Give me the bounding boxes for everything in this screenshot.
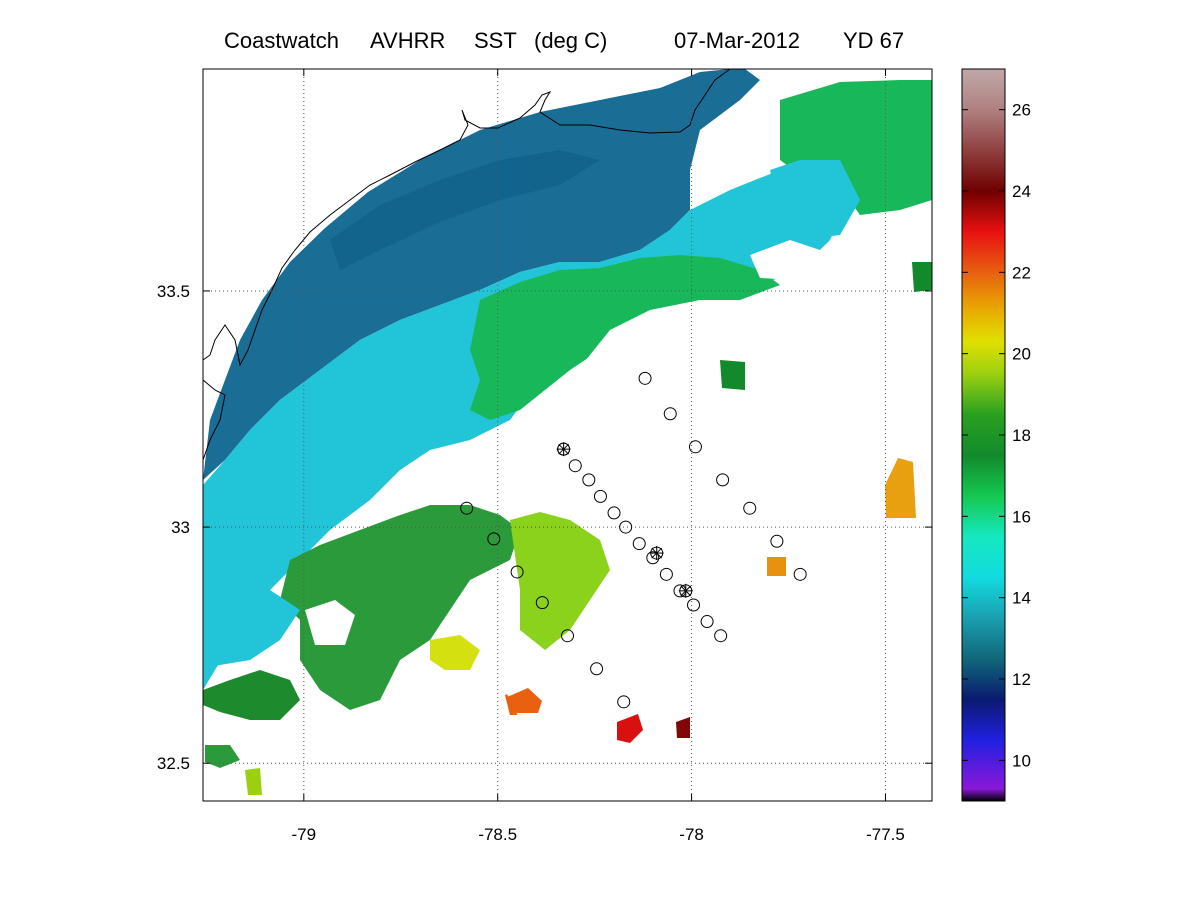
station-marker [638, 371, 652, 385]
station-marker [568, 459, 582, 473]
station-marker [646, 551, 660, 565]
map-frame [202, 68, 933, 802]
title-yearday: YD 67 [843, 28, 905, 53]
colorbar-tick-label: 24 [1012, 182, 1031, 201]
cloud-mask-hole [305, 600, 355, 645]
sst-warm-orange-patch-top [885, 458, 916, 518]
sst-cyan-southwest [203, 590, 300, 670]
title-date: 07-Mar-2012 [674, 28, 800, 53]
cloud-mask-west [380, 440, 510, 520]
colorbar-ticks [962, 109, 1005, 761]
sst-green-east-bit [720, 360, 745, 390]
cloud-mask-north [750, 240, 830, 280]
y-tick-label: 32.5 [157, 754, 190, 773]
sst-shelf-break-green [470, 255, 780, 420]
station-marker [743, 501, 757, 515]
station-marker [607, 506, 621, 520]
x-tick-label: -79 [292, 825, 317, 844]
cloud-mask-bottom [290, 720, 600, 801]
sst-yellowgreen-bit [245, 768, 262, 795]
title-sensor: AVHRR [370, 28, 446, 53]
sst-map: -79 -78.5 -78 -77.5 33.5 33 32.5 [157, 68, 933, 844]
station-marker [510, 565, 524, 579]
station-marker [619, 520, 633, 534]
map-title: Coastwatch AVHRR SST (deg C) 07-Mar-2012… [0, 28, 1200, 58]
colorbar-scale [961, 68, 1006, 802]
colorbar-tick-label: 10 [1012, 751, 1031, 770]
sst-mid-shelf-water [203, 170, 850, 690]
station-marker [617, 695, 631, 709]
station-marker [535, 596, 549, 610]
cloud-mask-large [500, 240, 932, 801]
colorbar-tick-labels: 10 12 14 16 18 20 22 24 26 [1012, 101, 1031, 771]
station-marker [688, 440, 702, 454]
colorbar-tick-label: 18 [1012, 426, 1031, 445]
sst-darkred-top [676, 717, 690, 738]
title-source: Coastwatch [224, 28, 339, 53]
station-marker [460, 501, 474, 515]
station-marker [593, 489, 607, 503]
colorbar-tick-label: 16 [1012, 507, 1031, 526]
map-axis-tick-labels: -79 -78.5 -78 -77.5 33.5 33 32.5 [157, 282, 905, 844]
station-marker [632, 537, 646, 551]
station-marker [687, 598, 701, 612]
sst-field [203, 69, 932, 801]
title-units: (deg C) [534, 28, 608, 53]
station-marker [714, 629, 728, 643]
sst-south-orange-top [507, 688, 542, 713]
sst-southern-shelf-dark [203, 670, 300, 720]
title-product: SST [474, 28, 517, 53]
coastline [202, 68, 731, 461]
colorbar-tick-label: 14 [1012, 589, 1031, 608]
station-marker [590, 662, 604, 676]
colorbar: 10 12 14 16 18 20 22 24 26 [961, 68, 1031, 802]
x-tick-label: -78 [679, 825, 704, 844]
station-marker [663, 407, 677, 421]
station-marker [582, 473, 596, 487]
starred-station-marker [556, 442, 571, 457]
sst-northeast-cyan [770, 160, 860, 240]
station-marker [487, 532, 501, 546]
station-marker [700, 615, 714, 629]
station-marker [659, 567, 673, 581]
station-marker [716, 473, 730, 487]
starred-station-marker [678, 583, 693, 598]
sst-hot-red-top [617, 714, 643, 743]
colorbar-tick-label: 20 [1012, 345, 1031, 364]
colorbar-tick-label: 26 [1012, 101, 1031, 120]
sst-warm-yellow-patch [430, 635, 480, 670]
station-marker [793, 567, 807, 581]
y-tick-label: 33.5 [157, 282, 190, 301]
sst-green-east-edge [912, 262, 932, 292]
station-marker [770, 534, 784, 548]
sst-northeast-shelf-water [780, 80, 932, 215]
x-tick-label: -77.5 [866, 825, 905, 844]
x-tick-label: -78.5 [478, 825, 517, 844]
sst-gulf-stream-edge [510, 512, 610, 650]
sst-deep-blue-patches [330, 150, 600, 270]
colorbar-tick-label: 22 [1012, 263, 1031, 282]
map-axis-ticks [203, 69, 932, 801]
station-markers [460, 371, 807, 709]
sst-southern-shelf-water [280, 505, 520, 710]
station-marker [561, 629, 574, 643]
sst-southwest-green-bits [205, 745, 240, 768]
map-gridlines [203, 69, 932, 801]
sst-cold-shelf-water [203, 69, 760, 480]
sst-orange-stepped [767, 557, 786, 576]
starred-station-marker [649, 546, 664, 561]
colorbar-tick-label: 12 [1012, 670, 1031, 689]
y-tick-label: 33 [171, 518, 190, 537]
